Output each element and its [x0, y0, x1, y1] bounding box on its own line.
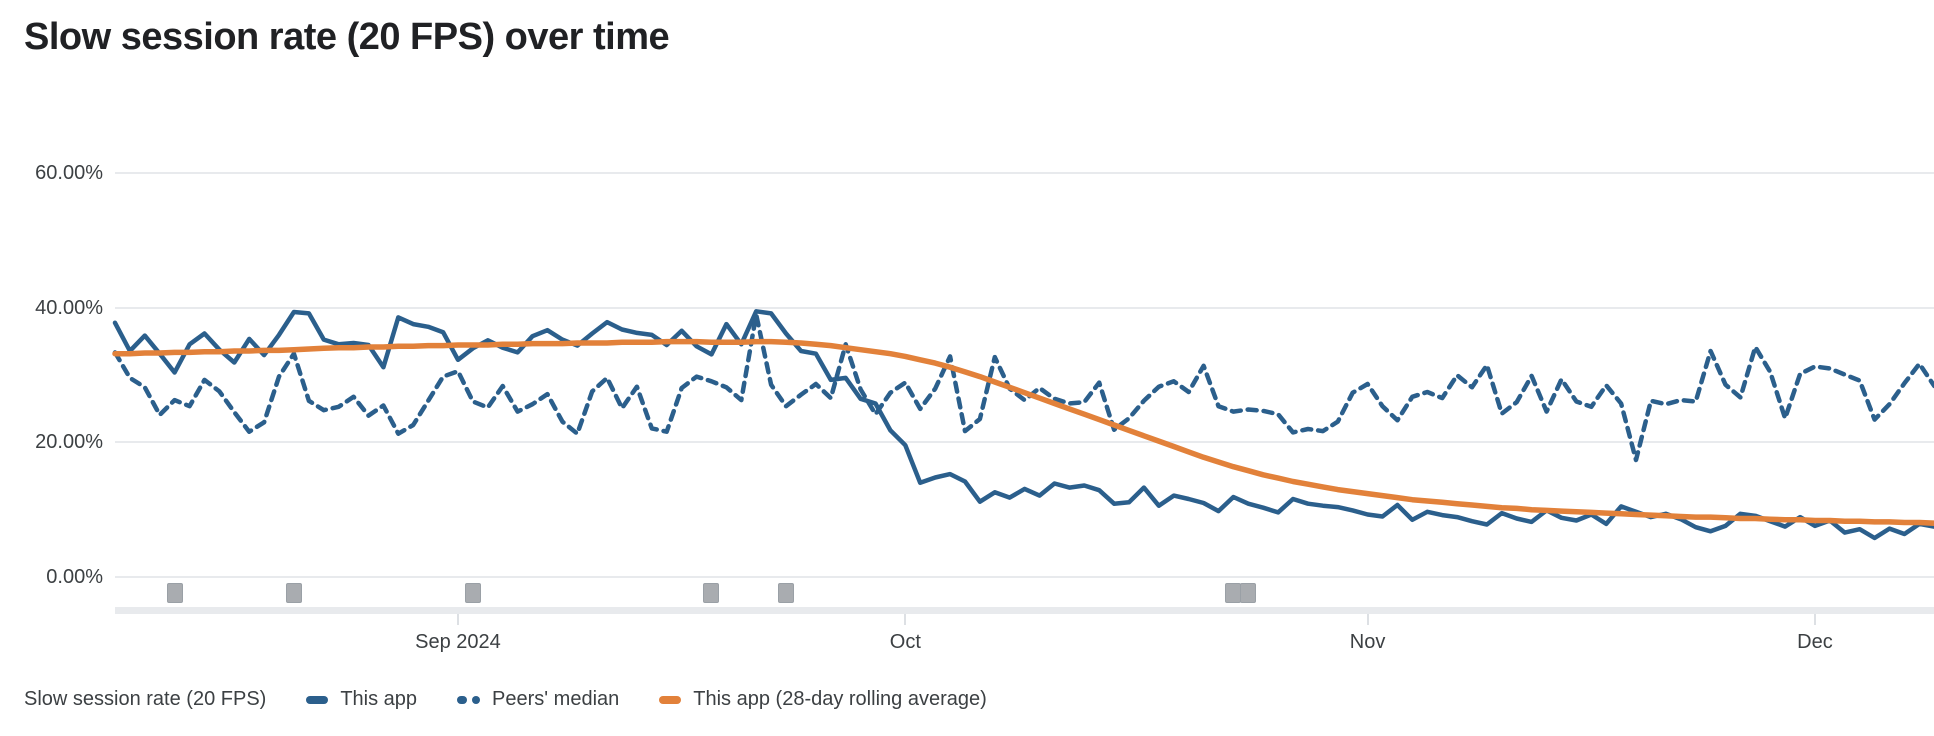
- legend-item-rolling-average[interactable]: This app (28-day rolling average): [659, 688, 987, 711]
- series-line-this-app: [112, 309, 1934, 541]
- gridline-20pct: [115, 441, 1934, 443]
- x-axis-tick: [904, 614, 907, 625]
- dashed-blue-line-icon: [457, 695, 481, 704]
- release-marker[interactable]: [1225, 583, 1242, 603]
- x-axis-label: Oct: [889, 631, 921, 653]
- solid-blue-line-icon: [306, 695, 329, 704]
- legend-title: Slow session rate (20 FPS): [24, 688, 267, 710]
- x-axis-tick: [1813, 614, 1816, 625]
- x-axis-tick: [1366, 614, 1369, 625]
- series-line-peers-median: [112, 312, 1934, 463]
- x-axis-tick: [456, 614, 459, 625]
- x-axis-baseline: [115, 607, 1934, 614]
- legend-item-label: This app (28-day rolling average): [693, 688, 987, 710]
- chart-title: Slow session rate (20 FPS) over time: [24, 16, 670, 58]
- legend-item-label: Peers' median: [492, 688, 620, 710]
- legend-item-peers-median[interactable]: Peers' median: [457, 688, 619, 711]
- release-marker[interactable]: [166, 583, 183, 603]
- gridline-40pct: [115, 307, 1934, 309]
- y-axis-label-60: 60.00%: [35, 162, 103, 184]
- release-marker[interactable]: [464, 583, 481, 603]
- x-axis-label: Nov: [1349, 631, 1386, 653]
- x-axis-label: Sep 2024: [415, 631, 501, 653]
- y-axis-label-20: 20.00%: [35, 431, 103, 453]
- solid-orange-line-icon: [659, 695, 682, 704]
- gridline-60pct: [115, 172, 1934, 174]
- release-marker[interactable]: [778, 583, 795, 603]
- legend-item-label: This app: [340, 688, 418, 710]
- release-marker[interactable]: [285, 583, 302, 603]
- y-axis-label-0: 0.00%: [46, 566, 103, 588]
- x-axis-label: Dec: [1797, 631, 1833, 653]
- chart-legend: Slow session rate (20 FPS) This app Peer…: [24, 688, 1027, 711]
- series-line-this-app-28-day-rolling-average-: [112, 338, 1934, 526]
- release-marker[interactable]: [703, 583, 720, 603]
- legend-item-this-app[interactable]: This app: [306, 688, 417, 711]
- gridline-0pct: [115, 576, 1934, 578]
- y-axis-label-40: 40.00%: [35, 297, 103, 319]
- release-marker[interactable]: [1240, 583, 1257, 603]
